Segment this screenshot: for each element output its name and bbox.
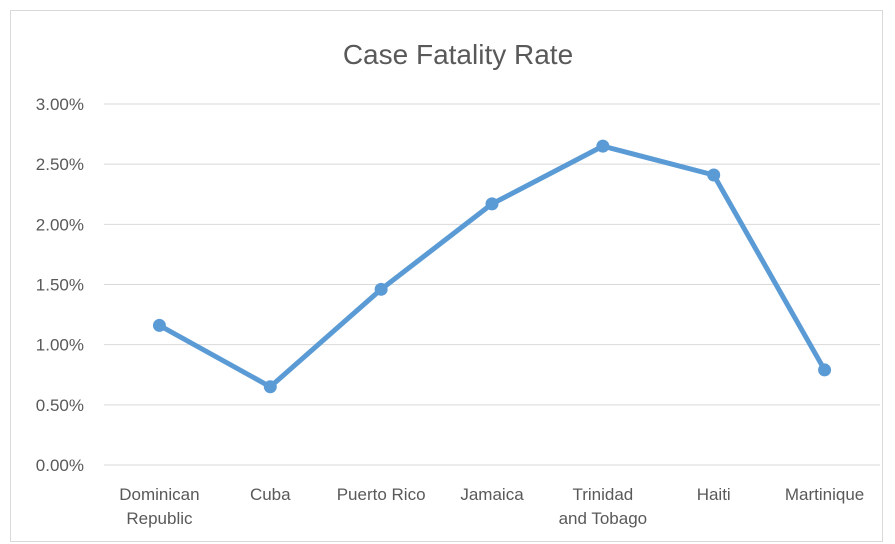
data-point (818, 363, 832, 377)
x-tick-label: Martinique (785, 485, 864, 504)
chart-title: Case Fatality Rate (343, 39, 573, 70)
y-tick-label: 0.50% (36, 396, 84, 415)
series-points (152, 139, 832, 394)
x-tick-label: Dominican Republic (119, 485, 199, 528)
y-tick-label: 1.00% (36, 336, 84, 355)
y-tick-label: 1.50% (36, 276, 84, 295)
x-tick-label: Jamaica (460, 485, 524, 504)
data-point (596, 139, 610, 153)
data-point (152, 318, 166, 332)
x-tick-label: Haiti (697, 485, 731, 504)
x-tick-label: Cuba (250, 485, 291, 504)
data-point (263, 380, 277, 394)
series-lines (156, 143, 828, 390)
gridlines (104, 103, 880, 466)
chart-frame (10, 10, 883, 542)
data-point (485, 197, 499, 211)
data-point (374, 282, 388, 296)
y-tick-label: 3.00% (36, 95, 84, 114)
y-tick-label: 2.00% (36, 215, 84, 234)
y-tick-label: 0.00% (36, 456, 84, 475)
data-point (707, 168, 721, 182)
x-axis-tick-labels: Dominican Republic Cuba Puerto Rico Jamaica T… (119, 485, 864, 528)
y-axis-tick-labels: 0.00% 0.50% 1.00% 1.50% 2.00% 2.50% 3.00% (36, 95, 84, 475)
x-tick-label: Puerto Rico (337, 485, 426, 504)
y-tick-label: 2.50% (36, 155, 84, 174)
series-line (156, 143, 828, 390)
x-tick-label: Trinidad and Tobago (559, 485, 648, 528)
